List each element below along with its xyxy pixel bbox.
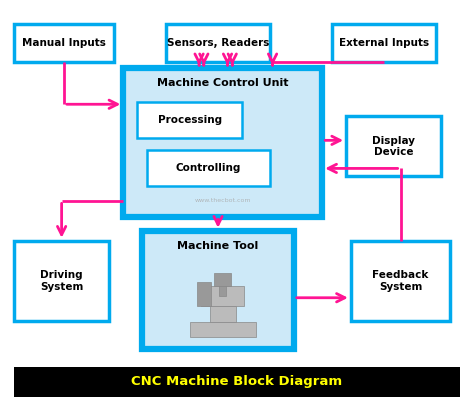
- Text: Machine Control Unit: Machine Control Unit: [157, 78, 289, 88]
- Text: CNC Machine Block Diagram: CNC Machine Block Diagram: [131, 375, 343, 388]
- Text: Processing: Processing: [157, 115, 222, 125]
- Text: Sensors, Readers: Sensors, Readers: [167, 38, 269, 48]
- FancyBboxPatch shape: [190, 322, 256, 337]
- Text: Display
Device: Display Device: [372, 136, 415, 157]
- Text: Driving
System: Driving System: [40, 270, 83, 292]
- FancyBboxPatch shape: [14, 367, 460, 397]
- Text: Machine Tool: Machine Tool: [177, 241, 259, 251]
- Text: Manual Inputs: Manual Inputs: [22, 38, 106, 48]
- FancyBboxPatch shape: [219, 286, 226, 296]
- FancyBboxPatch shape: [14, 24, 114, 62]
- FancyBboxPatch shape: [142, 231, 294, 349]
- FancyBboxPatch shape: [351, 241, 450, 321]
- Text: External Inputs: External Inputs: [339, 38, 429, 48]
- FancyBboxPatch shape: [197, 282, 211, 306]
- FancyBboxPatch shape: [123, 68, 322, 217]
- FancyBboxPatch shape: [147, 150, 270, 186]
- Text: Feedback
System: Feedback System: [373, 270, 428, 292]
- FancyBboxPatch shape: [210, 306, 236, 322]
- Text: Controlling: Controlling: [176, 164, 241, 173]
- FancyBboxPatch shape: [166, 24, 270, 62]
- FancyBboxPatch shape: [201, 286, 244, 306]
- FancyBboxPatch shape: [137, 102, 242, 138]
- Text: www.thecbot.com: www.thecbot.com: [194, 198, 251, 203]
- FancyBboxPatch shape: [332, 24, 436, 62]
- FancyBboxPatch shape: [14, 241, 109, 321]
- FancyBboxPatch shape: [346, 116, 441, 176]
- FancyBboxPatch shape: [214, 273, 231, 286]
